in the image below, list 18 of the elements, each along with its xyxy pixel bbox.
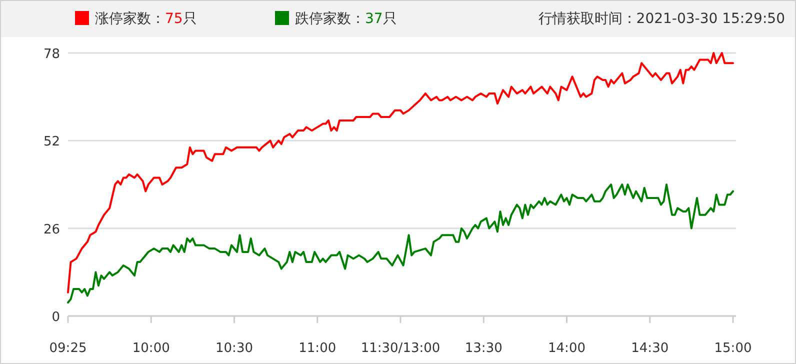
legend-label: 跌停家数：37只 — [295, 11, 397, 27]
x-tick-label: 09:25 — [49, 341, 87, 356]
x-tick-label: 11:00 — [298, 341, 336, 356]
text: 行情获取时间：2021-03-30 15:29:50 — [538, 11, 785, 27]
x-tick-label: 10:30 — [216, 341, 253, 356]
y-tick-label: 0 — [52, 310, 60, 325]
x-tick-label: 11:30/13:00 — [360, 341, 440, 356]
legend-label: 涨停家数：75只 — [95, 11, 197, 27]
x-tick-label: 13:30 — [464, 341, 502, 356]
line-series — [67, 184, 734, 304]
x-tick-label: 15:00 — [714, 341, 752, 356]
x-tick-label: 14:30 — [631, 341, 669, 356]
x-tick-label: 14:00 — [548, 341, 586, 356]
y-tick-label: 78 — [43, 47, 60, 62]
y-tick-label: 26 — [43, 222, 60, 238]
line-series — [67, 52, 734, 294]
x-tick-label: 10:00 — [132, 341, 170, 356]
y-tick-label: 52 — [43, 134, 60, 150]
